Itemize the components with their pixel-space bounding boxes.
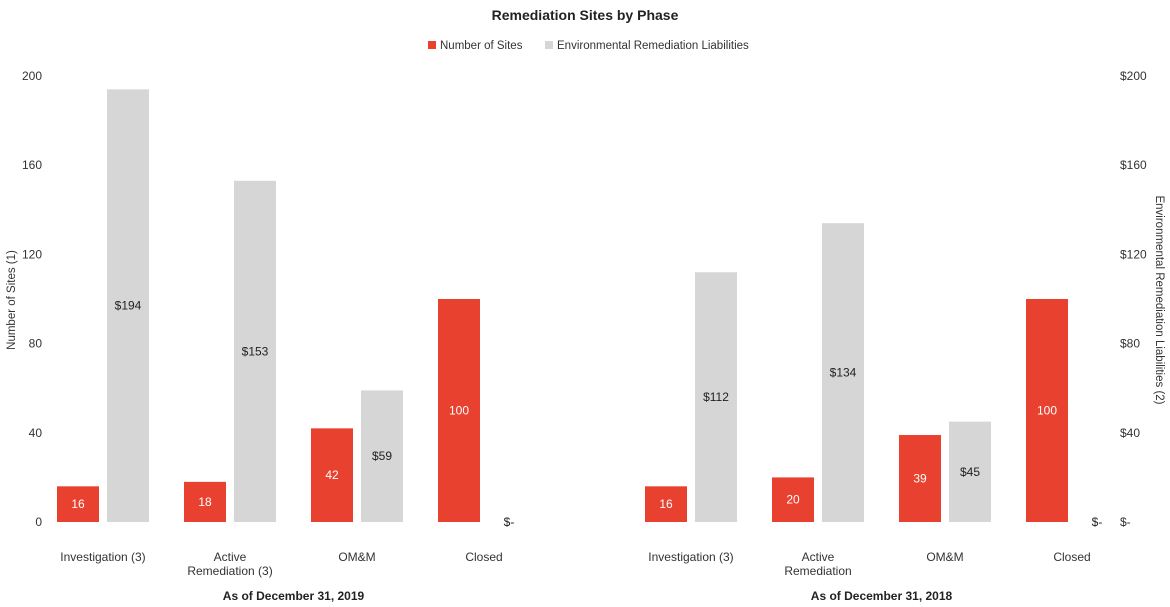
y-right-tick-label: $200 xyxy=(1120,69,1147,83)
bar-sites-label: 39 xyxy=(913,472,927,486)
bar-sites xyxy=(438,299,480,522)
category-label: Investigation (3) xyxy=(648,550,733,564)
bar-sites xyxy=(57,486,99,522)
y-axis-right-ticks: $- $40 $80 $120 $160 $200 xyxy=(1120,69,1147,529)
bar-sites xyxy=(899,435,941,522)
y-axis-left-label: Number of Sites (1) xyxy=(6,250,18,350)
bar-sites xyxy=(772,477,814,522)
category-labels: Investigation (3) Active Remediation (3) OM… xyxy=(60,550,1090,578)
group-label: As of December 31, 2019 xyxy=(223,589,365,603)
bar-sites-label: 100 xyxy=(449,404,469,418)
legend-label-liabilities: Environmental Remediation Liabilities xyxy=(557,40,749,52)
bar-liabilities xyxy=(822,223,864,522)
bar-sites xyxy=(311,428,353,522)
bar-sites-label: 16 xyxy=(659,497,673,511)
y-left-tick-label: 0 xyxy=(35,515,42,529)
bar-liabilities-label: $112 xyxy=(703,390,729,404)
category-label: OM&M xyxy=(338,550,375,564)
bar-sites-label: 42 xyxy=(325,468,339,482)
y-left-tick-label: 200 xyxy=(22,69,42,83)
bar-liabilities xyxy=(361,390,403,522)
y-axis-right-label: Environmental Remediation Liabilities (2… xyxy=(1153,195,1165,404)
y-right-tick-label: $40 xyxy=(1120,426,1140,440)
group-labels: As of December 31, 2019 As of December 31… xyxy=(223,589,953,603)
bar-liabilities-label: $59 xyxy=(372,449,392,463)
y-axis-left-ticks: 0 40 80 120 160 200 xyxy=(22,69,42,529)
bar-sites-label: 20 xyxy=(786,493,800,507)
bar-liabilities xyxy=(234,180,276,522)
bars xyxy=(57,89,1068,522)
category-label: Active Remediation xyxy=(784,550,851,578)
bar-sites xyxy=(184,481,226,522)
bar-sites-label: 100 xyxy=(1037,404,1057,418)
category-label: Investigation (3) xyxy=(60,550,145,564)
bar-labels: 16 $194 18 $153 42 $59 100 $- 16 $112 20 $134 39 $45 1… xyxy=(71,299,1102,529)
bar-liabilities-label: $- xyxy=(504,515,515,529)
category-label: OM&M xyxy=(926,550,963,564)
y-right-tick-label: $- xyxy=(1120,515,1131,529)
y-right-tick-label: $120 xyxy=(1120,247,1147,261)
legend-swatch-liabilities xyxy=(545,41,553,49)
bar-liabilities-label: $194 xyxy=(115,299,142,313)
y-left-tick-label: 120 xyxy=(22,247,42,261)
y-left-tick-label: 40 xyxy=(29,426,43,440)
bar-sites-label: 18 xyxy=(198,495,212,509)
bar-sites xyxy=(645,486,687,522)
bar-sites xyxy=(1026,299,1068,522)
category-label: Active Remediation (3) xyxy=(187,550,272,578)
chart-title: Remediation Sites by Phase xyxy=(492,7,679,23)
legend: Number of Sites Environmental Remediatio… xyxy=(428,40,749,52)
bar-liabilities-label: $- xyxy=(1092,515,1103,529)
y-right-tick-label: $160 xyxy=(1120,158,1147,172)
bar-liabilities-label: $45 xyxy=(960,465,980,479)
legend-label-sites: Number of Sites xyxy=(440,40,523,52)
category-label: Closed xyxy=(1053,550,1090,564)
y-right-tick-label: $80 xyxy=(1120,337,1140,351)
bar-liabilities xyxy=(949,421,991,522)
legend-swatch-sites xyxy=(428,41,436,49)
group-label: As of December 31, 2018 xyxy=(811,589,953,603)
bar-liabilities-label: $153 xyxy=(242,344,269,358)
category-label: Closed xyxy=(465,550,502,564)
bar-liabilities xyxy=(107,89,149,522)
y-left-tick-label: 160 xyxy=(22,158,42,172)
bar-liabilities-label: $134 xyxy=(830,366,857,380)
bar-sites-label: 16 xyxy=(71,497,85,511)
y-left-tick-label: 80 xyxy=(29,337,43,351)
bar-liabilities xyxy=(695,272,737,522)
